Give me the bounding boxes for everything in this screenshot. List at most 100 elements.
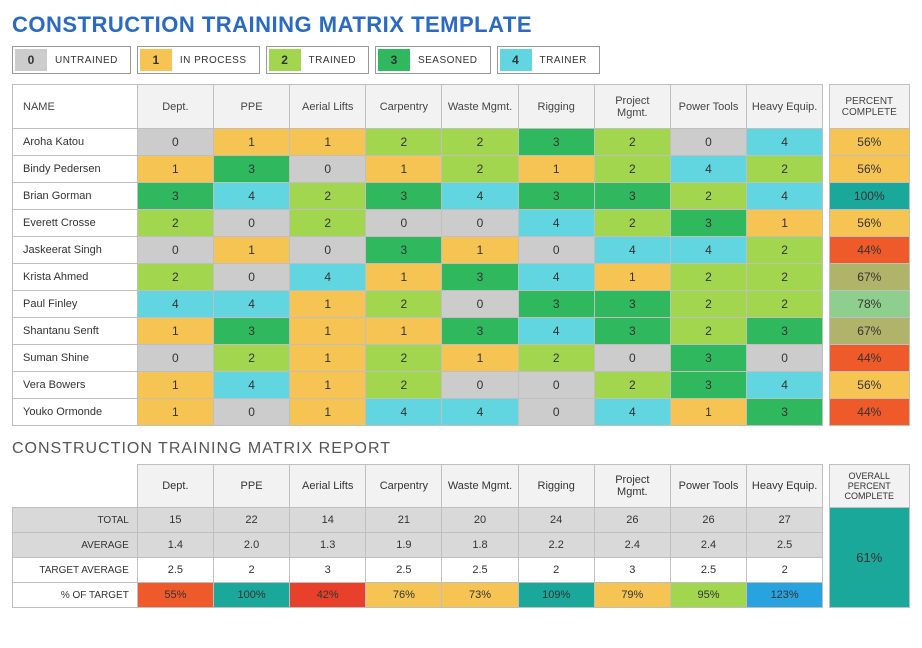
- score-cell: 3: [594, 318, 670, 345]
- score-cell: 1: [442, 237, 518, 264]
- report-value-cell: 20: [442, 508, 518, 533]
- report-value-cell: 1.9: [366, 533, 442, 558]
- score-cell: 0: [290, 156, 366, 183]
- percent-complete-cell: 67%: [829, 318, 909, 345]
- report-row-label: TOTAL: [13, 508, 138, 533]
- report-value-cell: 79%: [594, 583, 670, 608]
- employee-name: Paul Finley: [13, 291, 138, 318]
- training-matrix-table: NAMEDept.PPEAerial LiftsCarpentryWaste M…: [12, 84, 910, 426]
- score-cell: 2: [137, 264, 213, 291]
- legend-swatch: 0: [15, 49, 47, 71]
- report-col-header: Rigging: [518, 465, 594, 508]
- score-cell: 0: [137, 237, 213, 264]
- score-cell: 3: [594, 183, 670, 210]
- report-value-cell: 14: [290, 508, 366, 533]
- report-col-header: Project Mgmt.: [594, 465, 670, 508]
- report-value-cell: 55%: [137, 583, 213, 608]
- employee-name: Suman Shine: [13, 345, 138, 372]
- score-cell: 4: [594, 237, 670, 264]
- legend-label: SEASONED: [416, 55, 488, 66]
- score-cell: 0: [442, 372, 518, 399]
- score-cell: 1: [366, 156, 442, 183]
- report-value-cell: 2.5: [366, 558, 442, 583]
- score-cell: 2: [747, 156, 823, 183]
- score-cell: 4: [518, 318, 594, 345]
- percent-complete-cell: 56%: [829, 129, 909, 156]
- table-row: Paul Finley44120332278%: [13, 291, 910, 318]
- score-cell: 1: [747, 210, 823, 237]
- report-value-cell: 2: [213, 558, 289, 583]
- report-value-cell: 73%: [442, 583, 518, 608]
- score-cell: 3: [518, 129, 594, 156]
- legend-item: 0UNTRAINED: [12, 46, 131, 74]
- score-cell: 3: [366, 237, 442, 264]
- score-cell: 1: [670, 399, 746, 426]
- score-cell: 4: [518, 264, 594, 291]
- score-cell: 2: [137, 210, 213, 237]
- col-header-category: Dept.: [137, 85, 213, 129]
- report-value-cell: 21: [366, 508, 442, 533]
- report-value-cell: 2.2: [518, 533, 594, 558]
- col-header-percent: PERCENT COMPLETE: [829, 85, 909, 129]
- score-cell: 4: [747, 129, 823, 156]
- score-cell: 2: [594, 210, 670, 237]
- percent-complete-cell: 100%: [829, 183, 909, 210]
- score-cell: 2: [594, 156, 670, 183]
- report-value-cell: 2.5: [670, 558, 746, 583]
- report-value-cell: 2.5: [137, 558, 213, 583]
- score-cell: 3: [670, 372, 746, 399]
- legend-label: IN PROCESS: [178, 55, 257, 66]
- legend-swatch: 1: [140, 49, 172, 71]
- score-cell: 1: [137, 372, 213, 399]
- col-header-category: Power Tools: [670, 85, 746, 129]
- score-cell: 0: [442, 291, 518, 318]
- report-row-label: % OF TARGET: [13, 583, 138, 608]
- report-row: % OF TARGET55%100%42%76%73%109%79%95%123…: [13, 583, 910, 608]
- employee-name: Youko Ormonde: [13, 399, 138, 426]
- percent-complete-cell: 67%: [829, 264, 909, 291]
- score-cell: 4: [747, 372, 823, 399]
- report-col-header: Heavy Equip.: [747, 465, 823, 508]
- score-cell: 2: [594, 129, 670, 156]
- report-value-cell: 26: [670, 508, 746, 533]
- score-cell: 1: [290, 129, 366, 156]
- score-cell: 3: [747, 318, 823, 345]
- score-cell: 2: [747, 237, 823, 264]
- report-value-cell: 109%: [518, 583, 594, 608]
- matrix-header-row: NAMEDept.PPEAerial LiftsCarpentryWaste M…: [13, 85, 910, 129]
- employee-name: Jaskeerat Singh: [13, 237, 138, 264]
- report-row-label: AVERAGE: [13, 533, 138, 558]
- employee-name: Brian Gorman: [13, 183, 138, 210]
- score-cell: 0: [137, 345, 213, 372]
- employee-name: Vera Bowers: [13, 372, 138, 399]
- score-cell: 2: [594, 372, 670, 399]
- table-row: Jaskeerat Singh01031044244%: [13, 237, 910, 264]
- score-cell: 2: [290, 183, 366, 210]
- score-cell: 2: [442, 156, 518, 183]
- table-row: Shantanu Senft13113432367%: [13, 318, 910, 345]
- score-cell: 1: [442, 345, 518, 372]
- employee-name: Shantanu Senft: [13, 318, 138, 345]
- score-cell: 3: [518, 291, 594, 318]
- score-cell: 2: [670, 318, 746, 345]
- score-cell: 4: [290, 264, 366, 291]
- legend: 0UNTRAINED1IN PROCESS2TRAINED3SEASONED4T…: [12, 46, 910, 74]
- col-header-category: Project Mgmt.: [594, 85, 670, 129]
- score-cell: 3: [213, 156, 289, 183]
- score-cell: 1: [137, 399, 213, 426]
- score-cell: 0: [137, 129, 213, 156]
- score-cell: 4: [213, 372, 289, 399]
- score-cell: 3: [747, 399, 823, 426]
- report-value-cell: 2.5: [442, 558, 518, 583]
- score-cell: 2: [670, 183, 746, 210]
- legend-item: 4TRAINER: [497, 46, 600, 74]
- score-cell: 4: [137, 291, 213, 318]
- table-row: Aroha Katou01122320456%: [13, 129, 910, 156]
- blank-header: [13, 465, 138, 508]
- score-cell: 3: [518, 183, 594, 210]
- score-cell: 4: [366, 399, 442, 426]
- score-cell: 3: [442, 264, 518, 291]
- col-header-category: Heavy Equip.: [747, 85, 823, 129]
- score-cell: 3: [442, 318, 518, 345]
- score-cell: 4: [747, 183, 823, 210]
